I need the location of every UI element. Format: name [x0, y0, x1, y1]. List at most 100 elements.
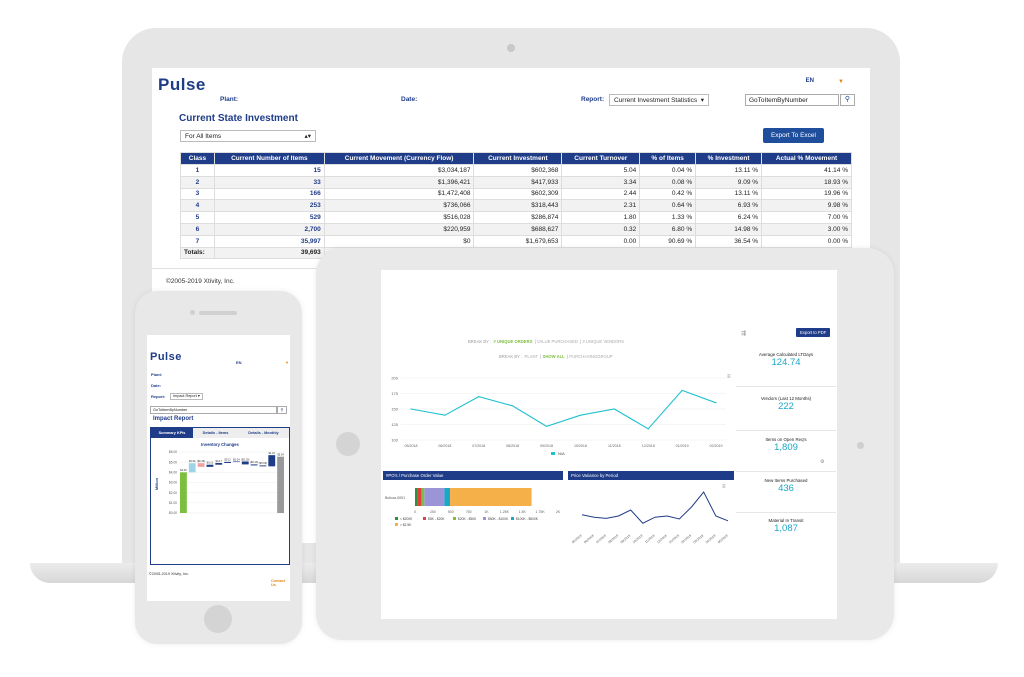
y-tick-label: $0.00 — [169, 511, 177, 515]
date-label: Date: — [151, 383, 162, 388]
kpi-divider — [736, 512, 836, 513]
table-cell: 1.33 % — [639, 211, 697, 224]
break-option-value-purchased[interactable]: VALUE PURCHASED — [536, 339, 578, 344]
totals-label: Totals: — [180, 246, 215, 260]
kpi-settings-icon[interactable]: ⚙ — [820, 459, 825, 465]
column-header[interactable]: % Investment — [695, 152, 763, 165]
x-tick-label: 11/2018 — [644, 534, 656, 545]
waterfall-bar — [206, 464, 214, 467]
data-label: ($0.09) — [259, 461, 267, 465]
bar-segment — [417, 488, 422, 506]
waterfall-bar — [215, 462, 223, 465]
table-cell[interactable]: 35,997 — [213, 234, 325, 248]
table-cell: 41.14 % — [761, 164, 852, 177]
tab-details-items[interactable]: Details - Items — [193, 428, 238, 438]
go-to-item-input[interactable]: GoToItemByNumber — [150, 406, 277, 414]
language-caret-icon[interactable]: ▼ — [285, 360, 289, 365]
waterfall-bar — [180, 472, 187, 513]
column-header[interactable]: Current Number of Items — [213, 152, 325, 165]
table-cell: $3,034,187 — [323, 164, 475, 177]
bar-segment — [424, 488, 445, 506]
table-cell: 6.80 % — [639, 222, 697, 236]
x-tick-label: 1.25K — [500, 510, 510, 514]
y-tick-label: $1.00 — [169, 501, 177, 505]
table-cell[interactable]: 2,700 — [213, 222, 325, 236]
phone-home-button — [204, 605, 232, 633]
x-tick-label: 12/2018 — [642, 444, 655, 448]
break-option-purchasing-group[interactable]: PURCHASINGGROUP — [569, 354, 613, 359]
column-header[interactable]: % of Items — [639, 152, 697, 165]
table-row: 7 35,997 $0 $1,679,653 0.00 90.69 % 36.54 % 0.0… — [180, 234, 852, 248]
table-cell: $286,874 — [473, 211, 563, 224]
language-selector[interactable]: EN — [805, 78, 814, 84]
x-tick-label: 07/2018 — [595, 534, 607, 545]
waterfall-bar — [224, 461, 231, 463]
column-header[interactable]: Actual % Movement — [761, 152, 852, 165]
column-header[interactable]: Current Investment — [473, 152, 563, 165]
legend-label: N/A — [558, 451, 565, 456]
table-row: 6 2,700 $220,959 $688,627 0.32 6.80 % 14.98 % 3… — [180, 222, 852, 236]
bar-segment — [415, 488, 418, 506]
table-cell: 1.80 — [561, 211, 641, 224]
data-label: $0.21 — [207, 461, 214, 465]
laptop-camera — [507, 44, 515, 52]
y-tick-label: 200 — [391, 376, 398, 381]
language-selector[interactable]: EN — [236, 360, 242, 365]
x-tick-label: 09/2018 — [540, 444, 553, 448]
table-cell: 3 — [180, 187, 215, 201]
export-excel-button[interactable]: Export To Excel — [762, 128, 824, 143]
table-cell: 0.42 % — [639, 187, 697, 201]
table-cell: $1,472,408 — [323, 187, 475, 201]
break-option-plant[interactable]: PLANT — [524, 354, 538, 359]
report-select[interactable]: Impact Report ▾ — [170, 393, 203, 400]
table-cell: 2.44 — [561, 187, 641, 201]
legend-label: $50K - $100K — [488, 517, 509, 521]
line-chart-menu-icon[interactable]: ≡ — [727, 374, 731, 380]
break-by-label: BREAK BY : — [499, 354, 523, 359]
table-cell[interactable]: 529 — [213, 211, 325, 224]
chart-share-icon[interactable]: ⇶ — [741, 331, 747, 337]
export-pdf-button[interactable]: Export to PDF — [796, 328, 831, 337]
kpi-card: Material In Transit 1,087 — [736, 518, 836, 534]
x-tick-label: 0 — [414, 510, 416, 514]
table-cell[interactable]: 253 — [213, 199, 325, 213]
column-header[interactable]: Class — [180, 152, 215, 165]
kpi-divider — [736, 430, 836, 431]
phone-speaker — [199, 311, 237, 315]
kpi-card: Average Calculated LTDays 124.74 — [736, 352, 836, 368]
break-option-unique-vendors[interactable]: # UNIQUE VENDORS — [582, 339, 625, 344]
legend-label: $20K - $50K — [458, 517, 477, 521]
table-cell: $0 — [323, 234, 475, 248]
break-option-show-all[interactable]: SHOW ALL — [542, 354, 565, 359]
column-header[interactable]: Current Movement (Currency Flow) — [323, 152, 475, 165]
report-select[interactable]: Current Investment Statistics ▾ — [609, 94, 709, 106]
item-filter-select[interactable]: For All Items ▴▾ — [180, 130, 316, 142]
search-button[interactable]: ⚲ — [840, 94, 855, 106]
tab-summary-kpis[interactable]: Summary KPIs — [151, 428, 193, 438]
contact-us-link[interactable]: Contact Us — [271, 579, 286, 587]
table-cell[interactable]: 15 — [213, 164, 325, 177]
search-button[interactable]: ⚲ — [277, 406, 287, 414]
bar-chart-menu-icon[interactable]: ≡ — [722, 484, 726, 490]
copyright: ©2005-2019 Xtivity, Inc. — [149, 572, 190, 576]
table-cell: 0.00 % — [761, 234, 852, 248]
x-tick-label: 08/2018 — [506, 444, 519, 448]
break-option-unique-orders[interactable]: # UNIQUE ORDERS — [493, 339, 533, 344]
data-label: $4.00 — [180, 468, 187, 472]
tab-details-monthly[interactable]: Details - Monthly — [238, 428, 289, 438]
x-tick-label: 06/2018 — [583, 534, 595, 545]
go-to-item-input[interactable]: GoToItemByNumber — [745, 94, 839, 106]
column-header[interactable]: Current Turnover — [561, 152, 641, 165]
x-tick-label: 05/2018 — [571, 534, 583, 545]
kpi-label: New Items Purchased — [764, 478, 808, 483]
table-cell[interactable]: 33 — [213, 175, 325, 189]
x-tick-label: 09/2018 — [620, 534, 632, 545]
search-icon: ⚲ — [280, 407, 284, 412]
table-cell[interactable]: 166 — [213, 187, 325, 201]
table-cell: 6 — [180, 222, 215, 236]
language-caret-icon[interactable]: ▼ — [838, 79, 844, 85]
waterfall-bar — [233, 461, 240, 463]
table-cell: 7.00 % — [761, 211, 852, 224]
table-cell: $516,028 — [323, 211, 475, 224]
kpi-card: Items on Open Req's 1,809 — [736, 437, 836, 453]
